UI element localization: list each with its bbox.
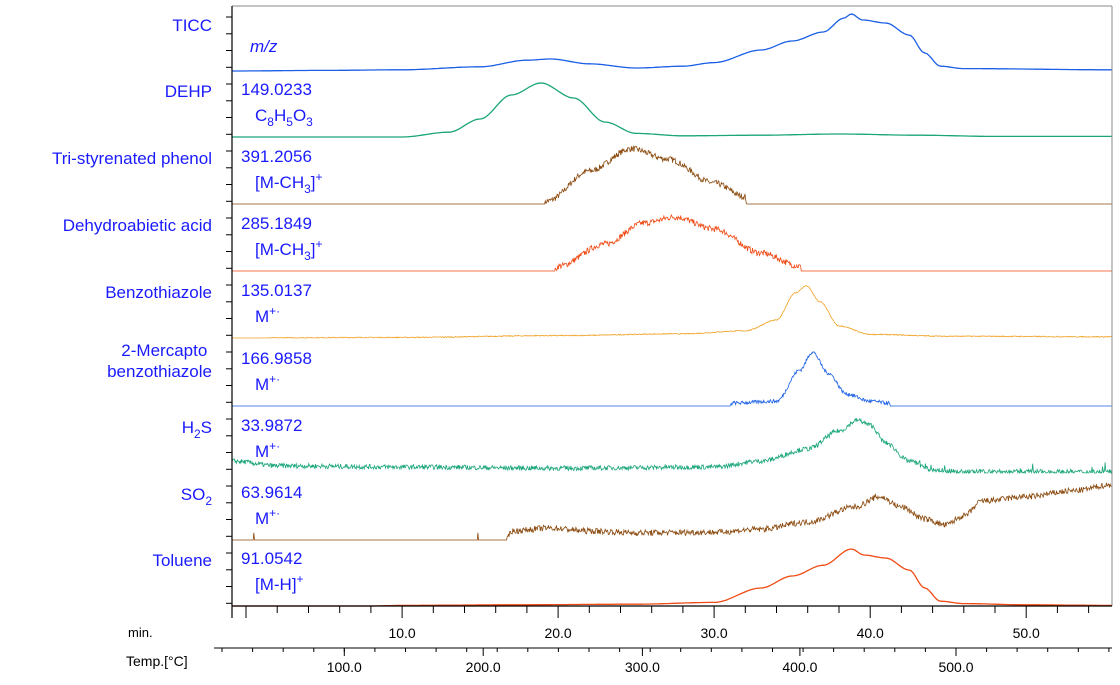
trace-h2s bbox=[232, 417, 1113, 475]
temp-axis-label: Temp.[°C] bbox=[126, 653, 188, 669]
mz-value: 63.9614 bbox=[241, 483, 302, 502]
series-name-label: Benzothiazole bbox=[105, 283, 212, 302]
ion-formula: [M-CH3]+ bbox=[255, 237, 323, 263]
mz-label: m/z bbox=[250, 37, 278, 56]
ion-formula: [M-H]+ bbox=[255, 572, 304, 594]
x-tick-label: 10.0 bbox=[388, 625, 415, 641]
ion-formula: M+· bbox=[255, 439, 280, 461]
trace-2-mercapto-benzothiazole bbox=[232, 351, 1112, 407]
temp-tick-label: 100.0 bbox=[327, 659, 362, 675]
x-axis-label: min. bbox=[128, 625, 153, 640]
series-name-label: 2-Mercapto benzothiazole bbox=[107, 341, 212, 381]
ion-formula: [M-CH3]+ bbox=[255, 170, 323, 196]
mz-value: 285.1849 bbox=[241, 214, 312, 233]
series-name-label: TICC bbox=[172, 16, 212, 35]
ion-formula: M+· bbox=[255, 372, 280, 394]
x-tick-label: 40.0 bbox=[857, 625, 884, 641]
x-tick-label: 20.0 bbox=[544, 625, 571, 641]
series-name-label: Dehydroabietic acid bbox=[63, 216, 212, 235]
trace-tri-styrenated-phenol bbox=[232, 145, 1112, 205]
temp-tick-label: 300.0 bbox=[625, 659, 660, 675]
trace-dehp bbox=[232, 82, 1112, 138]
mz-value: 135.0137 bbox=[241, 281, 312, 300]
ion-formula: M+· bbox=[255, 304, 280, 326]
x-tick-label: 30.0 bbox=[700, 625, 727, 641]
trace-dehydroabietic-acid bbox=[232, 213, 1112, 272]
trace-so2 bbox=[232, 482, 1113, 541]
trace-ticc bbox=[232, 13, 1112, 72]
series-name-label: SO2 bbox=[181, 485, 213, 508]
ion-formula: C8H5O3 bbox=[255, 106, 313, 129]
mz-value: 91.0542 bbox=[241, 549, 302, 568]
ion-formula: M+· bbox=[255, 506, 280, 528]
series-name-label: H2S bbox=[182, 418, 212, 441]
trace-toluene bbox=[232, 548, 1112, 607]
series-name-label: DEHP bbox=[165, 82, 212, 101]
series-name-label: Toluene bbox=[152, 551, 212, 570]
mz-value: 166.9858 bbox=[241, 349, 312, 368]
mz-value: 391.2056 bbox=[241, 147, 312, 166]
x-tick-label: 50.0 bbox=[1013, 625, 1040, 641]
series-name-label: Tri-styrenated phenol bbox=[52, 149, 212, 168]
mz-value: 149.0233 bbox=[241, 80, 312, 99]
temp-tick-label: 200.0 bbox=[466, 659, 501, 675]
temp-tick-label: 500.0 bbox=[938, 659, 973, 675]
mz-value: 33.9872 bbox=[241, 416, 302, 435]
trace-benzothiazole bbox=[232, 284, 1113, 339]
temp-tick-label: 400.0 bbox=[782, 659, 817, 675]
